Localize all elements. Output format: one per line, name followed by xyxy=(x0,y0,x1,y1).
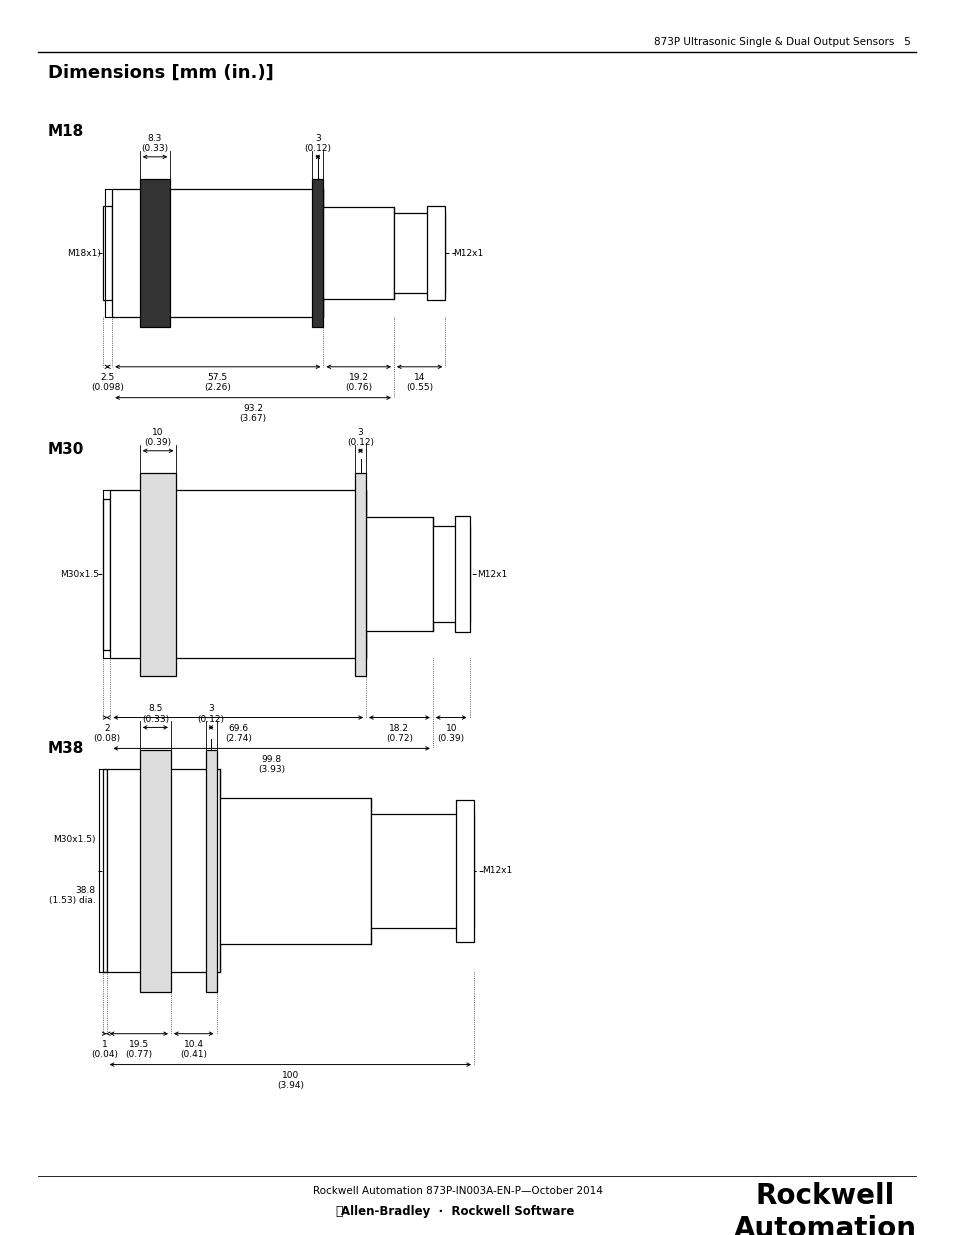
Text: 3
(0.12): 3 (0.12) xyxy=(304,133,331,153)
Text: Ⓐ: Ⓐ xyxy=(335,1205,342,1219)
Text: Dimensions [mm (in.)]: Dimensions [mm (in.)] xyxy=(48,64,274,83)
Text: 93.2
(3.67): 93.2 (3.67) xyxy=(239,404,266,424)
Bar xyxy=(112,189,323,317)
Text: 38.8
(1.53) dia.: 38.8 (1.53) dia. xyxy=(49,885,95,905)
Text: M12x1: M12x1 xyxy=(481,866,512,876)
Text: 10
(0.39): 10 (0.39) xyxy=(437,724,464,743)
Text: Rockwell Automation 873P-IN003A-EN-P—October 2014: Rockwell Automation 873P-IN003A-EN-P—Oct… xyxy=(313,1186,602,1195)
Text: M30: M30 xyxy=(48,442,84,457)
Text: 873P Ultrasonic Single & Dual Output Sensors   5: 873P Ultrasonic Single & Dual Output Sen… xyxy=(654,37,910,47)
Text: 10
(0.39): 10 (0.39) xyxy=(145,427,172,447)
Text: M18x1): M18x1) xyxy=(67,248,101,258)
Bar xyxy=(371,814,474,927)
Text: 19.5
(0.77): 19.5 (0.77) xyxy=(125,1040,152,1060)
Text: M38: M38 xyxy=(48,741,84,756)
Text: 19.2
(0.76): 19.2 (0.76) xyxy=(345,373,372,393)
Text: M30x1.5): M30x1.5) xyxy=(52,835,95,845)
Bar xyxy=(366,517,433,631)
Text: 2.5
(0.098): 2.5 (0.098) xyxy=(91,373,124,393)
Text: M12x1: M12x1 xyxy=(476,569,507,579)
Bar xyxy=(433,526,469,622)
Bar xyxy=(111,490,366,658)
Text: Rockwell: Rockwell xyxy=(755,1182,894,1210)
Text: 3
(0.12): 3 (0.12) xyxy=(347,427,374,447)
Bar xyxy=(205,750,216,992)
Bar xyxy=(103,769,107,972)
Text: 8.3
(0.33): 8.3 (0.33) xyxy=(141,133,169,153)
Bar xyxy=(107,769,220,972)
Bar xyxy=(455,516,469,632)
Bar xyxy=(139,179,170,327)
Text: 1
(0.04): 1 (0.04) xyxy=(91,1040,118,1060)
Text: 2
(0.08): 2 (0.08) xyxy=(93,724,120,743)
Text: 14
(0.55): 14 (0.55) xyxy=(406,373,433,393)
Text: 57.5
(2.26): 57.5 (2.26) xyxy=(204,373,231,393)
Text: 100
(3.94): 100 (3.94) xyxy=(276,1071,304,1091)
Text: 10.4
(0.41): 10.4 (0.41) xyxy=(180,1040,207,1060)
Bar xyxy=(220,798,371,944)
Bar xyxy=(139,750,171,992)
Bar xyxy=(456,799,474,942)
Text: 69.6
(2.74): 69.6 (2.74) xyxy=(225,724,252,743)
Text: 99.8
(3.93): 99.8 (3.93) xyxy=(257,755,285,774)
Bar xyxy=(394,214,445,293)
Bar xyxy=(323,207,394,299)
Text: M30x1.5: M30x1.5 xyxy=(60,569,99,579)
Bar xyxy=(427,206,445,300)
Text: M18: M18 xyxy=(48,124,84,138)
Text: M12x1: M12x1 xyxy=(453,248,483,258)
Bar xyxy=(103,499,111,650)
Text: 8.5
(0.33): 8.5 (0.33) xyxy=(142,704,169,724)
Bar xyxy=(103,206,112,300)
Text: Allen-Bradley  ·  Rockwell Software: Allen-Bradley · Rockwell Software xyxy=(341,1205,574,1219)
Text: 3
(0.12): 3 (0.12) xyxy=(197,704,224,724)
Bar xyxy=(355,473,366,676)
Bar xyxy=(139,473,176,676)
Text: Automation: Automation xyxy=(733,1215,916,1235)
Text: 18.2
(0.72): 18.2 (0.72) xyxy=(386,724,413,743)
Bar xyxy=(312,179,323,327)
